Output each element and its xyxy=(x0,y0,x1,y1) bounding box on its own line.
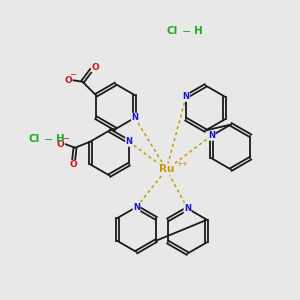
Text: H: H xyxy=(56,134,64,145)
Text: O: O xyxy=(70,160,77,169)
Text: H: H xyxy=(194,26,202,37)
Text: O: O xyxy=(91,63,99,72)
Text: −: − xyxy=(182,26,192,37)
Text: N: N xyxy=(131,113,139,122)
Text: ++: ++ xyxy=(176,160,188,166)
Text: N: N xyxy=(208,131,215,140)
Text: N: N xyxy=(125,137,133,146)
Text: Cl: Cl xyxy=(29,134,40,145)
Text: −: − xyxy=(62,134,69,143)
Text: −: − xyxy=(44,134,54,145)
Text: O: O xyxy=(64,76,72,85)
Text: O: O xyxy=(57,140,64,148)
Text: −: − xyxy=(69,70,76,79)
Text: N: N xyxy=(182,92,190,101)
Text: Ru: Ru xyxy=(159,164,174,175)
Text: N: N xyxy=(133,202,140,211)
Text: Cl: Cl xyxy=(167,26,178,37)
Text: N: N xyxy=(184,204,191,213)
